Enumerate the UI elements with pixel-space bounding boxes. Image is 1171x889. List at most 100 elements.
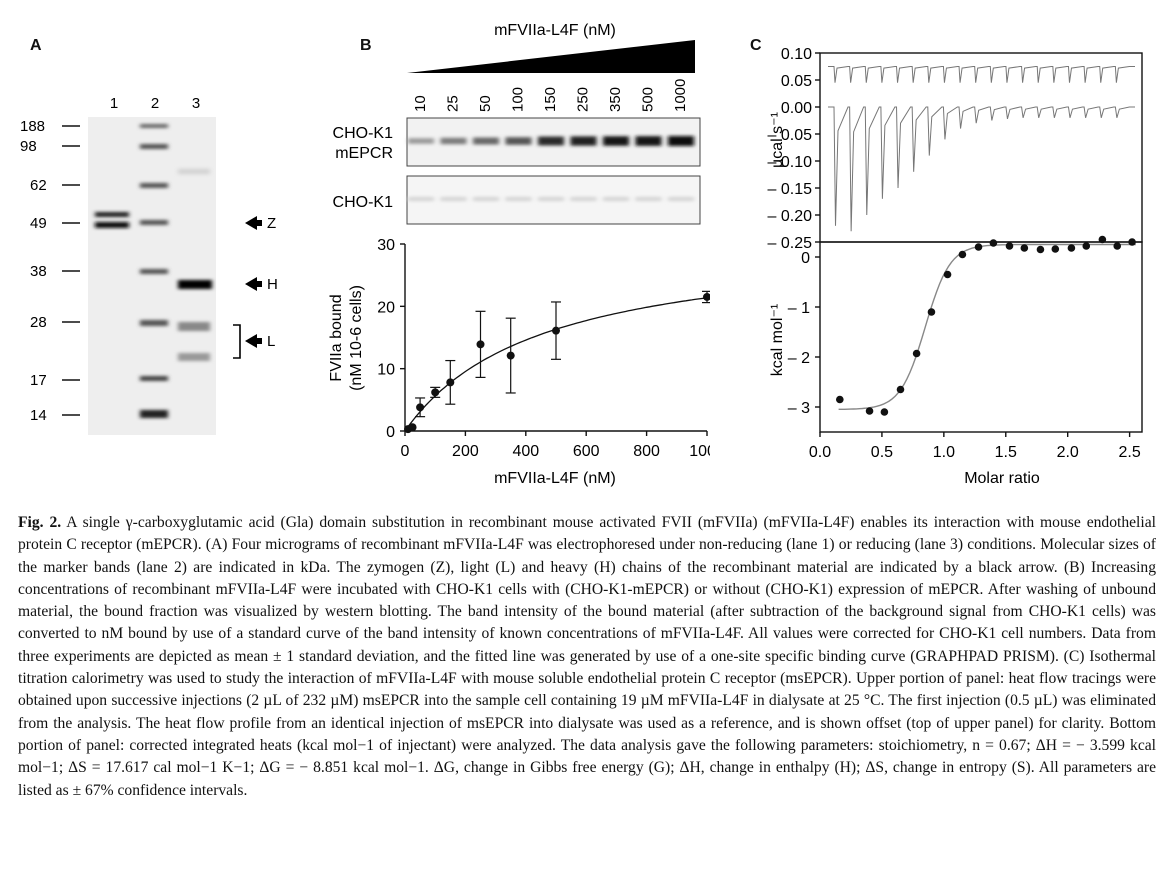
binding-point [431, 388, 440, 397]
blot2-band [538, 197, 564, 201]
itc-point [989, 239, 998, 247]
marker-labels: 188 98 62 49 38 28 17 14 [20, 118, 47, 424]
binding-point [416, 403, 425, 412]
binding-point [408, 423, 417, 432]
itc-point [896, 385, 905, 394]
marker-ticks [62, 125, 80, 416]
marker-98: 98 [20, 138, 37, 155]
panel-c-letter: C [750, 37, 762, 54]
itc-upper-y-tick-label: 0.00 [781, 100, 812, 117]
itc-upper-y-tick-label: – 0.05 [768, 127, 813, 144]
itc-point [880, 408, 889, 416]
binding-chart-y-tick-label: 10 [377, 362, 395, 379]
itc-lower-frame [819, 241, 1143, 433]
itc-upper-y-tick-label: 0.10 [781, 46, 812, 63]
marker-14: 14 [30, 407, 47, 424]
blot1-band [668, 136, 694, 146]
blot1-band [473, 137, 499, 145]
blot-lane-label: 350 [607, 87, 624, 112]
itc-lower-xlabel: Molar ratio [964, 470, 1040, 487]
binding-chart-ylabel-line1: FVIIa bound [328, 294, 345, 381]
itc-point [865, 407, 874, 415]
itc-lower-x-tick-label: 1.0 [933, 444, 955, 461]
itc-point [1020, 244, 1029, 252]
binding-chart-x-tick-label: 0 [401, 443, 410, 460]
arrow-label-l: L [267, 333, 275, 350]
itc-upper-y-tick-label: – 0.25 [768, 235, 813, 252]
marker-38: 38 [30, 263, 47, 280]
binding-chart-y-tick-label: 0 [386, 424, 395, 441]
blot1-band [408, 138, 434, 144]
itc-point [1098, 235, 1107, 244]
itc-point [1128, 238, 1136, 246]
binding-chart-ylabel-line2: (nM 10-6 cells) [348, 285, 365, 391]
caption-text: A single γ-carboxyglutamic acid (Gla) do… [18, 514, 1156, 799]
blot2-band [440, 197, 467, 201]
blot-lane-label: 1000 [672, 79, 689, 112]
arrow-l-icon [245, 334, 262, 348]
figure-caption: Fig. 2. A single γ-carboxyglutamic acid … [18, 512, 1156, 802]
blot1-label-line2: mEPCR [335, 145, 393, 162]
marker-62: 62 [30, 177, 47, 194]
blot-lane-label: 50 [477, 95, 494, 112]
blot-lane-label: 100 [510, 87, 527, 112]
binding-point [476, 340, 485, 349]
itc-lower-y-tick-label: – 1 [788, 300, 810, 317]
itc-sample-trace [828, 106, 1135, 232]
itc-lower-x-tick-label: 1.5 [995, 444, 1017, 461]
lane-label-3: 3 [192, 95, 200, 112]
blot-lane-label: 150 [542, 87, 559, 112]
itc-point [1067, 244, 1076, 252]
binding-chart: 0 200 400 600 800 1000 0 10 20 30 [377, 237, 710, 460]
itc-point [943, 270, 952, 279]
lane-label-1: 1 [110, 95, 118, 112]
itc-upper-y-tick-label: – 0.20 [768, 208, 813, 225]
concentration-wedge [407, 40, 695, 73]
lane-2-marker-bands [140, 124, 168, 418]
itc-lower-x-tick-label: 0.5 [871, 444, 893, 461]
blot2-band [603, 197, 629, 201]
blot2-band [505, 197, 532, 201]
binding-chart-xlabel: mFVIIa-L4F (nM) [494, 470, 616, 487]
blot1-band [603, 136, 629, 146]
blot1-band [635, 136, 662, 146]
binding-chart-x-tick-label: 200 [452, 443, 479, 460]
marker-17: 17 [30, 372, 47, 389]
itc-lower-y-tick-label: 0 [801, 250, 810, 267]
itc-point [1036, 245, 1045, 254]
itc-point [912, 349, 921, 358]
arrow-label-h: H [267, 276, 278, 293]
panel-b-letter: B [360, 37, 372, 54]
itc-lower-y-tick-label: – 3 [788, 400, 810, 417]
blot2-band [408, 197, 434, 201]
binding-point [703, 292, 710, 301]
blot-lane-label: 10 [412, 95, 429, 112]
itc-lower-ylabel: kcal mol⁻¹ [769, 304, 786, 376]
marker-49: 49 [30, 215, 47, 232]
lane-label-2: 2 [151, 95, 159, 112]
blot2-band [668, 197, 694, 201]
blot-lane-label: 250 [575, 87, 592, 112]
itc-lower-x-tick-label: 2.5 [1118, 444, 1140, 461]
caption-label: Fig. 2. [18, 514, 62, 531]
blot1-band [440, 137, 467, 145]
lane-3-bands [178, 170, 212, 361]
itc-heat-flow-chart: 0.10 0.05 0.00 – 0.05 – 0.10 – 0.15 – 0.20 – 0.… [768, 46, 1143, 252]
lane-1-bands [95, 212, 129, 228]
blot1-band [505, 137, 532, 145]
panel-a-letter: A [30, 37, 42, 54]
panel-c-figure: 0.100.050.00– 0.05– 0.10– 0.15– 0.20– 0.… [768, 46, 1143, 487]
itc-point [958, 250, 967, 259]
blot2-band [473, 197, 499, 201]
itc-point [1005, 242, 1014, 250]
blot1-band [570, 136, 597, 146]
blot-lane-label: 500 [640, 87, 657, 112]
blot2-label: CHO-K1 [333, 194, 394, 211]
binding-point [552, 326, 560, 335]
marker-188: 188 [20, 118, 45, 135]
blot1-band [538, 136, 564, 146]
arrow-z-icon [245, 216, 262, 230]
gel-background [88, 117, 216, 435]
itc-upper-y-tick-label: 0.05 [781, 73, 812, 90]
binding-chart-x-tick-label: 600 [573, 443, 600, 460]
